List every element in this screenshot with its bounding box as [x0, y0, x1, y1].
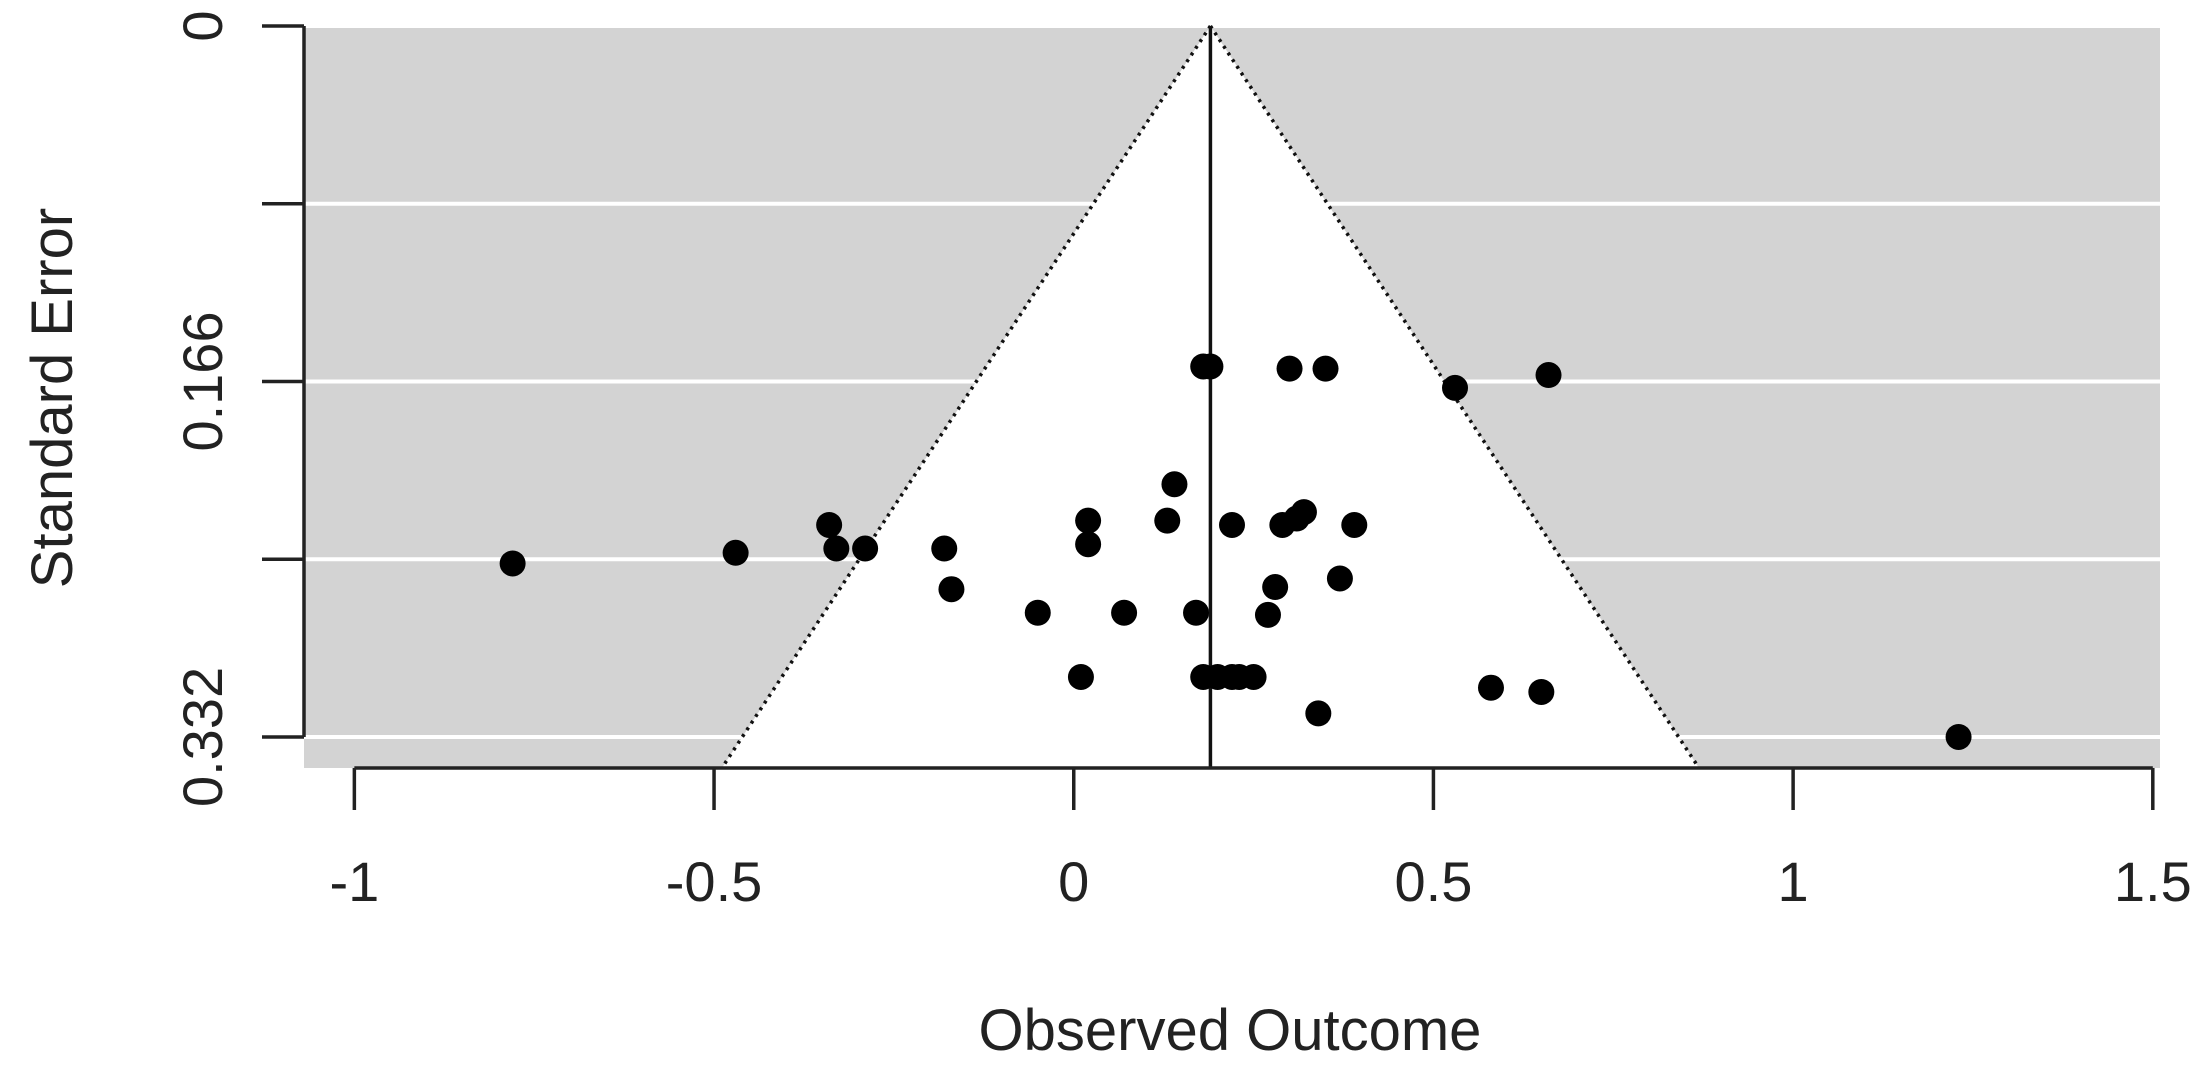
x-tick-label: 1.5 — [2114, 850, 2192, 913]
data-point — [938, 576, 965, 603]
y-tick-label: 0.332 — [171, 667, 234, 807]
data-point — [1254, 601, 1281, 628]
data-point — [1075, 531, 1102, 558]
data-point — [1219, 511, 1245, 538]
x-tick-label: 0.5 — [1394, 850, 1472, 913]
y-axis: 0 0.166 0.332 — [171, 10, 306, 807]
data-point — [1183, 599, 1210, 626]
data-point — [1024, 599, 1051, 626]
data-point — [1240, 663, 1267, 690]
plot-panel — [304, 24, 2160, 769]
data-point — [852, 535, 879, 562]
data-point — [1111, 599, 1138, 626]
data-point — [499, 550, 526, 577]
data-point — [1197, 353, 1224, 380]
data-point — [722, 539, 749, 566]
x-tick-label: -0.5 — [666, 850, 763, 913]
data-point — [816, 511, 843, 538]
data-point — [1154, 507, 1181, 534]
data-point — [1290, 499, 1317, 526]
x-tick-label: -1 — [329, 850, 379, 913]
data-point — [1326, 565, 1353, 592]
x-tick-label: 0 — [1058, 850, 1089, 913]
data-point — [1067, 663, 1094, 690]
data-point — [1341, 511, 1368, 538]
y-axis-title: Standard Error — [20, 208, 85, 588]
data-point — [1312, 355, 1339, 382]
data-point — [1262, 574, 1289, 601]
data-point — [1276, 355, 1303, 382]
data-point — [1535, 362, 1562, 389]
data-point — [1161, 471, 1188, 498]
x-tick-label: 1 — [1778, 850, 1809, 913]
y-tick-label: 0.166 — [171, 311, 234, 451]
data-point — [1305, 700, 1332, 727]
data-point — [1945, 723, 1972, 750]
data-point — [1477, 674, 1504, 701]
x-axis-title: Observed Outcome — [979, 998, 1482, 1063]
data-point — [1075, 507, 1102, 534]
y-tick-label: 0 — [171, 10, 234, 41]
x-axis: -1 -0.5 0 0.5 1 1.5 — [329, 766, 2192, 913]
data-points — [499, 353, 1972, 750]
data-point — [1442, 374, 1469, 401]
data-point — [823, 535, 850, 562]
data-point — [931, 535, 958, 562]
data-point — [1528, 678, 1555, 705]
